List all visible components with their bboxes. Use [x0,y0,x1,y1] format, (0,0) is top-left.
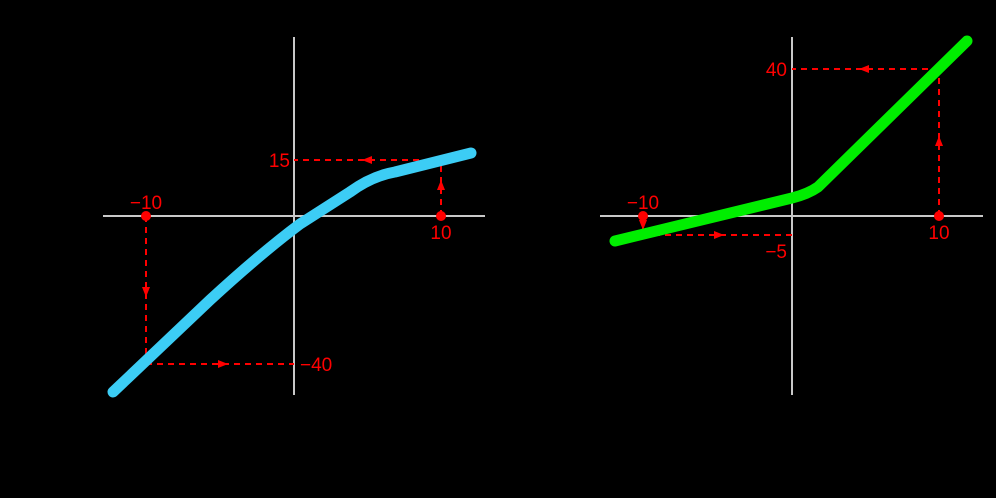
left-label-y-pos: 15 [269,151,290,172]
left-guide-negative [142,216,294,368]
arrow-down-icon [639,220,647,230]
arrow-up-icon [935,136,943,146]
arrow-right-icon [218,360,228,368]
right-point-x-pos [934,211,944,221]
left-point-x-neg [141,211,151,221]
arrow-right-icon [714,231,724,239]
left-label-y-neg: −40 [300,355,332,376]
right-label-y-pos: 40 [766,60,787,81]
left-label-x-neg: −10 [130,193,162,214]
left-guide-positive [294,156,445,216]
left-label-x-pos: 10 [430,223,451,244]
right-guide-positive [792,65,943,216]
right-label-y-neg: −5 [765,242,787,263]
arrow-up-icon [437,180,445,190]
arrow-down-icon [142,287,150,297]
arrow-left-icon [362,156,372,164]
right-label-x-neg: −10 [627,193,659,214]
left-chart: −10 10 15 −40 [103,37,485,398]
left-curve [107,147,477,398]
right-point-x-neg [638,211,648,221]
right-chart: −10 10 40 −5 [600,35,983,395]
arrow-left-icon [859,65,869,73]
right-curve [609,35,973,247]
left-point-x-pos [436,211,446,221]
right-label-x-pos: 10 [928,223,949,244]
